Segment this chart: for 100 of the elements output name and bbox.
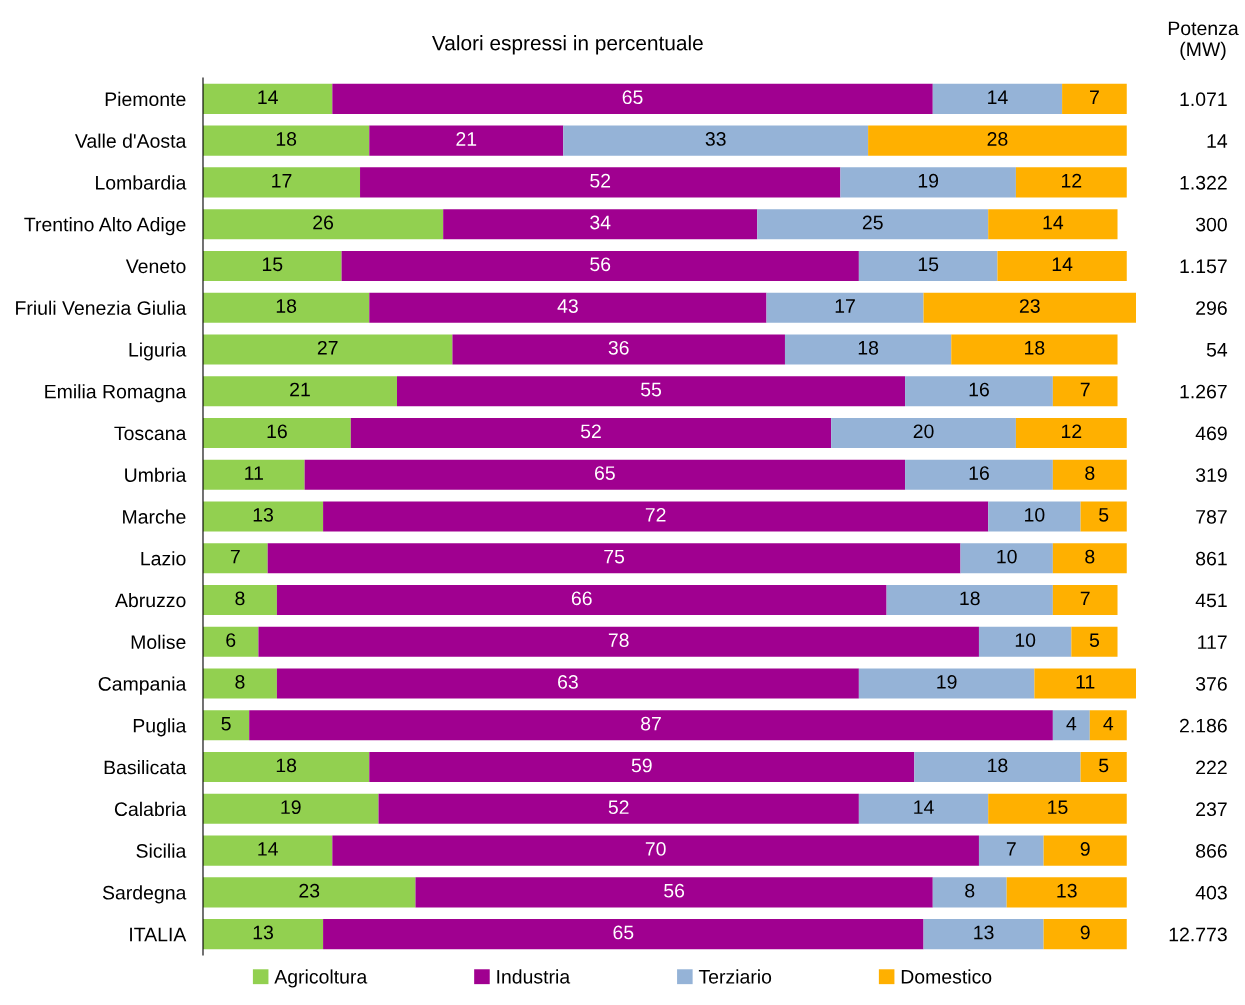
y-tick-label: Trentino Alto Adige	[24, 217, 186, 236]
bar	[988, 501, 1081, 532]
bar	[369, 125, 564, 156]
bar	[203, 209, 444, 240]
bar	[203, 417, 351, 449]
y-tick-label: Molise	[131, 634, 186, 650]
data-label: 8	[235, 591, 245, 606]
data-label: 14	[988, 90, 1008, 104]
bar	[1052, 543, 1127, 574]
bar	[203, 877, 416, 908]
bar	[415, 877, 933, 908]
data-label: 18	[858, 340, 879, 355]
y-tick-label: Lazio	[141, 551, 186, 566]
data-label: 9	[1080, 925, 1090, 940]
bar	[1089, 710, 1127, 741]
data-label: 11	[1076, 675, 1095, 689]
data-label: 4	[1066, 716, 1077, 731]
data-label: 33	[705, 132, 726, 146]
data-label: 19	[281, 800, 301, 815]
data-label: 72	[645, 507, 666, 522]
bar	[276, 584, 887, 616]
bar	[978, 626, 1072, 657]
bar	[396, 376, 906, 407]
data-label: 18	[960, 591, 980, 606]
bar	[203, 584, 277, 616]
data-label: 8	[1085, 549, 1095, 564]
bar	[831, 417, 1016, 449]
data-label: 5	[1099, 758, 1109, 773]
bar	[988, 209, 1118, 240]
bar	[341, 250, 859, 281]
data-label: 14	[258, 842, 278, 856]
y-tick-label: Basilicata	[104, 760, 187, 775]
y-tick-label: Puglia	[133, 718, 187, 737]
data-label: 16	[969, 466, 989, 480]
data-label: 7	[1006, 842, 1016, 856]
bar	[443, 209, 758, 240]
bar	[1052, 584, 1118, 616]
data-label: 5	[221, 716, 231, 731]
y-tick-label: Abruzzo	[115, 592, 186, 608]
bar	[203, 710, 250, 741]
data-label: 15	[1048, 800, 1068, 815]
y-tick-label: Toscana	[114, 426, 187, 441]
data-label: 17	[835, 299, 855, 313]
data-label: 65	[622, 90, 643, 105]
y2-tick-label: 319	[1195, 468, 1227, 482]
bar	[1052, 710, 1090, 741]
y2-tick-label: 861	[1196, 551, 1227, 566]
data-label: 12	[1062, 424, 1082, 438]
data-label: 5	[1089, 633, 1100, 648]
data-label: 70	[645, 842, 666, 856]
bar	[203, 292, 370, 323]
bar	[203, 626, 259, 657]
data-label: 4	[1103, 716, 1114, 731]
data-label: 55	[640, 382, 662, 397]
bar	[840, 167, 1016, 198]
y2-tick-label: 14	[1207, 134, 1228, 148]
data-label: 78	[608, 633, 629, 648]
data-label: 65	[613, 925, 634, 940]
data-label: 14	[258, 90, 278, 104]
bar	[951, 334, 1118, 365]
bar	[332, 835, 979, 866]
bar	[203, 668, 277, 699]
bar	[1071, 626, 1118, 657]
data-label: 16	[267, 424, 287, 439]
y2-tick-label: 1.071	[1180, 92, 1227, 107]
bar	[369, 292, 767, 323]
bar	[960, 543, 1053, 574]
data-label: 13	[1057, 883, 1077, 898]
data-label: 66	[571, 591, 592, 606]
y-tick-label: Emilia Romagna	[45, 384, 187, 403]
y2-tick-label: 222	[1196, 760, 1227, 775]
data-label: 52	[608, 800, 629, 815]
data-label: 18	[276, 299, 297, 313]
data-label: 56	[590, 257, 611, 272]
data-label: 36	[608, 340, 629, 355]
bar	[304, 459, 906, 490]
data-label: 28	[987, 132, 1008, 146]
bar	[323, 919, 924, 950]
data-label: 10	[997, 549, 1017, 564]
y-tick-label: Veneto	[125, 259, 186, 274]
data-label: 23	[299, 883, 320, 898]
data-label: 10	[1015, 633, 1036, 648]
data-label: 5	[1099, 508, 1109, 522]
bar	[923, 919, 1044, 950]
y-tick-label: Lombardia	[96, 175, 187, 190]
y-tick-label: Calabria	[114, 801, 187, 817]
bar	[249, 710, 1053, 741]
data-label: 15	[262, 257, 283, 272]
data-label: 43	[557, 299, 578, 313]
bar	[360, 167, 841, 198]
y2-tick-label: 451	[1195, 593, 1227, 608]
data-label: 12	[1062, 173, 1082, 188]
bar	[858, 250, 998, 281]
bar	[932, 83, 1063, 114]
data-label: 8	[965, 883, 975, 898]
bar	[858, 668, 1035, 699]
bar	[203, 919, 324, 950]
y2-tick-label: 117	[1198, 635, 1227, 649]
bar	[886, 584, 1053, 616]
bar	[757, 209, 989, 240]
